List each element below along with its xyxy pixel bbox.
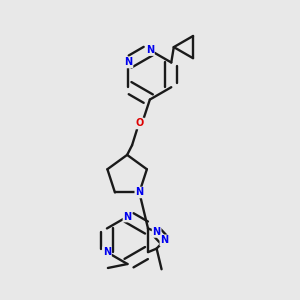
Text: N: N	[124, 58, 133, 68]
Text: N: N	[153, 227, 161, 237]
Text: N: N	[160, 235, 168, 245]
Text: N: N	[103, 247, 111, 257]
Text: O: O	[136, 118, 144, 128]
Text: N: N	[146, 45, 154, 55]
Text: N: N	[135, 188, 143, 197]
Text: N: N	[123, 212, 131, 222]
